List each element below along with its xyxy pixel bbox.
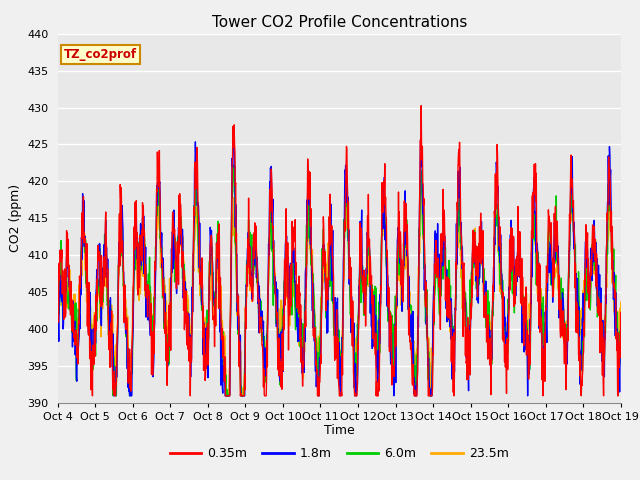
0.35m	[179, 271, 187, 276]
1.8m	[166, 321, 173, 326]
1.8m	[551, 223, 559, 228]
1.8m	[243, 284, 250, 289]
1.8m	[54, 308, 61, 314]
0.35m	[166, 313, 173, 319]
0.35m	[243, 305, 250, 311]
6.0m	[617, 328, 625, 334]
Title: Tower CO2 Profile Concentrations: Tower CO2 Profile Concentrations	[211, 15, 467, 30]
Y-axis label: CO2 (ppm): CO2 (ppm)	[9, 184, 22, 252]
23.5m	[501, 353, 509, 359]
6.0m	[54, 311, 61, 316]
1.8m	[230, 124, 238, 130]
23.5m	[54, 318, 61, 324]
0.35m	[501, 341, 509, 347]
6.0m	[243, 259, 250, 264]
X-axis label: Time: Time	[324, 424, 355, 437]
23.5m	[617, 299, 625, 305]
0.35m	[417, 103, 425, 108]
6.0m	[501, 314, 509, 320]
1.8m	[179, 295, 187, 301]
23.5m	[165, 323, 173, 329]
0.35m	[551, 233, 559, 239]
0.35m	[88, 393, 96, 399]
23.5m	[551, 275, 559, 281]
23.5m	[428, 345, 435, 351]
6.0m	[179, 283, 187, 289]
6.0m	[109, 393, 117, 399]
0.35m	[54, 291, 61, 297]
Line: 6.0m: 6.0m	[58, 166, 621, 396]
6.0m	[166, 345, 173, 351]
23.5m	[417, 171, 425, 177]
1.8m	[617, 341, 625, 347]
1.8m	[110, 393, 118, 399]
6.0m	[428, 393, 435, 399]
Line: 0.35m: 0.35m	[58, 106, 621, 396]
Legend: 0.35m, 1.8m, 6.0m, 23.5m: 0.35m, 1.8m, 6.0m, 23.5m	[164, 443, 514, 465]
1.8m	[428, 392, 435, 397]
6.0m	[230, 163, 237, 168]
23.5m	[179, 233, 187, 239]
Text: TZ_co2prof: TZ_co2prof	[65, 48, 138, 61]
Line: 1.8m: 1.8m	[58, 127, 621, 396]
0.35m	[617, 310, 625, 315]
23.5m	[243, 286, 250, 292]
1.8m	[501, 315, 509, 321]
23.5m	[223, 393, 230, 399]
6.0m	[551, 237, 559, 243]
Line: 23.5m: 23.5m	[58, 174, 621, 396]
0.35m	[428, 393, 435, 399]
